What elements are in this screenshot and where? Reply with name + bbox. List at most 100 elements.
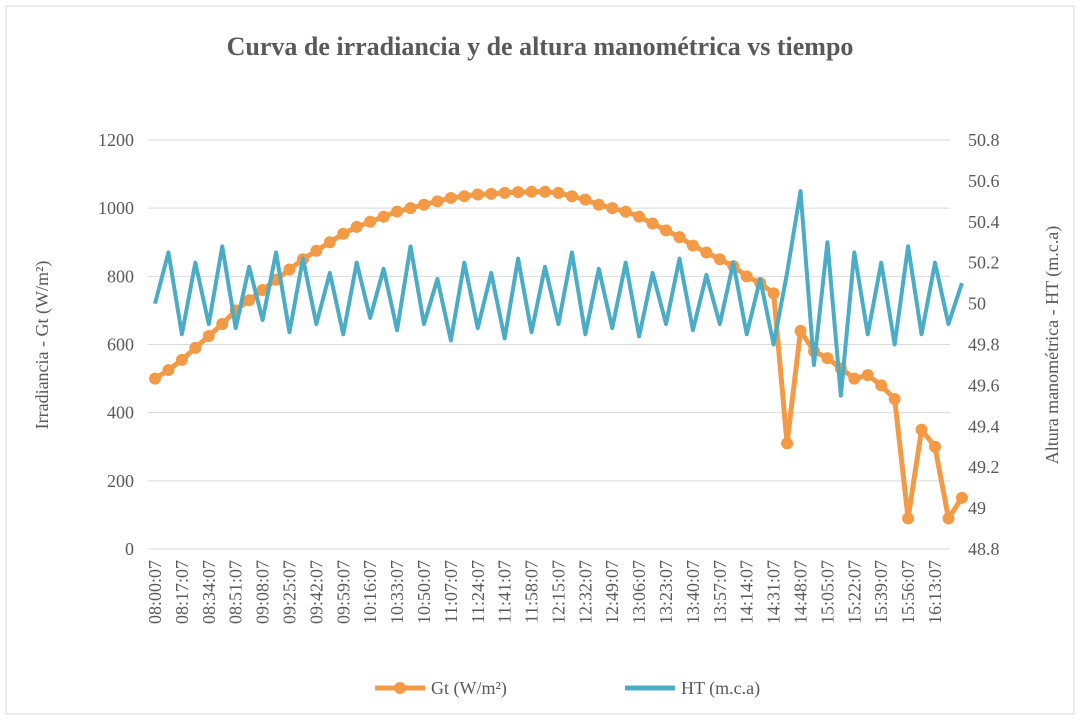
point (189, 341, 202, 354)
point (686, 239, 699, 252)
x-tick-label: 11:41:07 (495, 560, 515, 623)
y2-axis-label: Altura manométrica - HT (m.c.a) (1042, 226, 1063, 465)
y2-tick-label: 49 (968, 498, 986, 518)
x-tick-label: 15:39:07 (871, 560, 891, 624)
x-tick-label: 13:23:07 (656, 560, 676, 624)
point (942, 512, 955, 525)
point (821, 352, 834, 365)
y-tick-label: 800 (107, 266, 134, 286)
x-tick-label: 08:34:07 (199, 560, 219, 624)
point (283, 263, 296, 276)
point (955, 491, 968, 504)
point (498, 186, 511, 199)
y2-tick-label: 50.4 (968, 212, 1000, 232)
point (619, 205, 632, 218)
y-tick-label: 200 (107, 471, 134, 491)
point (444, 191, 457, 204)
point (391, 205, 404, 218)
point (915, 423, 928, 436)
point (646, 217, 659, 230)
point (875, 379, 888, 392)
point (162, 364, 175, 377)
point (377, 210, 390, 223)
x-tick-label: 16:13:07 (925, 560, 945, 624)
point (512, 186, 525, 199)
x-tick-label: 12:32:07 (575, 560, 595, 624)
point (861, 369, 874, 382)
x-tick-label: 10:50:07 (414, 560, 434, 624)
point (539, 185, 551, 198)
y2-tick-label: 49.8 (968, 335, 1000, 355)
point (431, 195, 444, 208)
point (740, 270, 753, 283)
point (417, 198, 430, 211)
x-tick-label: 15:22:07 (844, 560, 864, 624)
point (781, 437, 794, 450)
point (323, 236, 336, 249)
point (700, 246, 713, 259)
point (592, 198, 605, 211)
point (149, 372, 161, 385)
point (175, 353, 188, 366)
x-tick-label: 15:56:07 (898, 560, 918, 624)
point (929, 440, 941, 453)
x-tick-label: 13:57:07 (710, 560, 730, 624)
y2-tick-label: 49.6 (968, 375, 1000, 395)
y2-tick-label: 50.6 (968, 171, 1000, 191)
x-tick-label: 15:05:07 (817, 560, 837, 624)
point (256, 283, 269, 296)
point (458, 190, 471, 203)
point (660, 224, 673, 237)
point (848, 372, 861, 385)
point (202, 329, 215, 342)
point (485, 187, 498, 200)
x-tick-label: 09:59:07 (333, 560, 353, 624)
y2-tick-label: 49.4 (968, 416, 1000, 436)
y2-tick-label: 49.2 (968, 457, 1000, 477)
x-tick-label: 14:48:07 (791, 560, 811, 624)
point (471, 188, 484, 201)
point (216, 318, 229, 331)
y-tick-label: 1000 (98, 198, 134, 218)
y2-tick-label: 48.8 (968, 539, 1000, 559)
x-tick-label: 14:31:07 (764, 560, 784, 624)
x-tick-label: 13:40:07 (683, 560, 703, 624)
x-tick-label: 08:00:07 (145, 560, 165, 624)
x-tick-label: 09:42:07 (306, 560, 326, 624)
y-tick-label: 1200 (98, 130, 134, 150)
point (767, 287, 780, 300)
point (794, 324, 807, 337)
point (673, 231, 686, 244)
y2-tick-label: 50 (968, 294, 986, 314)
point (310, 244, 323, 257)
x-tick-label: 14:14:07 (737, 560, 757, 624)
point (337, 227, 350, 240)
point (579, 193, 592, 206)
point (364, 215, 377, 228)
point (713, 253, 726, 266)
x-tick-label: 11:58:07 (522, 560, 542, 623)
series-line (153, 189, 964, 398)
point (902, 512, 915, 525)
legend-marker (394, 682, 406, 694)
point (565, 190, 578, 203)
legend-label: Gt (W/m²) (431, 678, 507, 699)
point (525, 185, 538, 198)
x-tick-label: 08:17:07 (172, 560, 192, 624)
point (404, 202, 417, 215)
y-tick-label: 400 (107, 403, 134, 423)
x-tick-label: 09:25:07 (279, 560, 299, 624)
point (888, 393, 901, 406)
point (633, 210, 646, 223)
point (606, 202, 619, 215)
x-tick-label: 12:15:07 (548, 560, 568, 624)
chart-title: Curva de irradiancia y de altura manomét… (227, 32, 854, 61)
y2-tick-label: 50.2 (968, 253, 1000, 273)
x-tick-label: 11:24:07 (468, 560, 488, 623)
x-tick-label: 09:08:07 (253, 560, 273, 624)
y-tick-label: 0 (125, 539, 134, 559)
x-tick-label: 08:51:07 (226, 560, 246, 624)
point (243, 294, 256, 307)
y2-tick-label: 50.8 (968, 130, 1000, 150)
